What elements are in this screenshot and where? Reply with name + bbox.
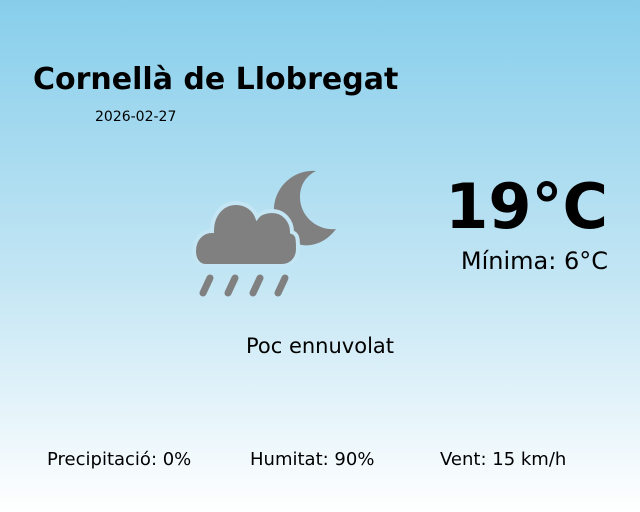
- date: 2026-02-27: [95, 109, 177, 125]
- city-title: Cornellà de Llobregat: [33, 62, 399, 97]
- wind: Vent: 15 km/h: [440, 449, 567, 470]
- current-temperature: 19°C: [445, 170, 608, 243]
- night-partly-cloudy-rain-icon: [191, 170, 336, 297]
- minimum-temperature: Mínima: 6°C: [460, 247, 608, 275]
- precipitation: Precipitació: 0%: [47, 449, 192, 470]
- humidity: Humitat: 90%: [250, 449, 375, 470]
- cloud-icon: [191, 200, 301, 268]
- rain-icon: [199, 274, 289, 297]
- weather-description: Poc ennuvolat: [245, 334, 395, 358]
